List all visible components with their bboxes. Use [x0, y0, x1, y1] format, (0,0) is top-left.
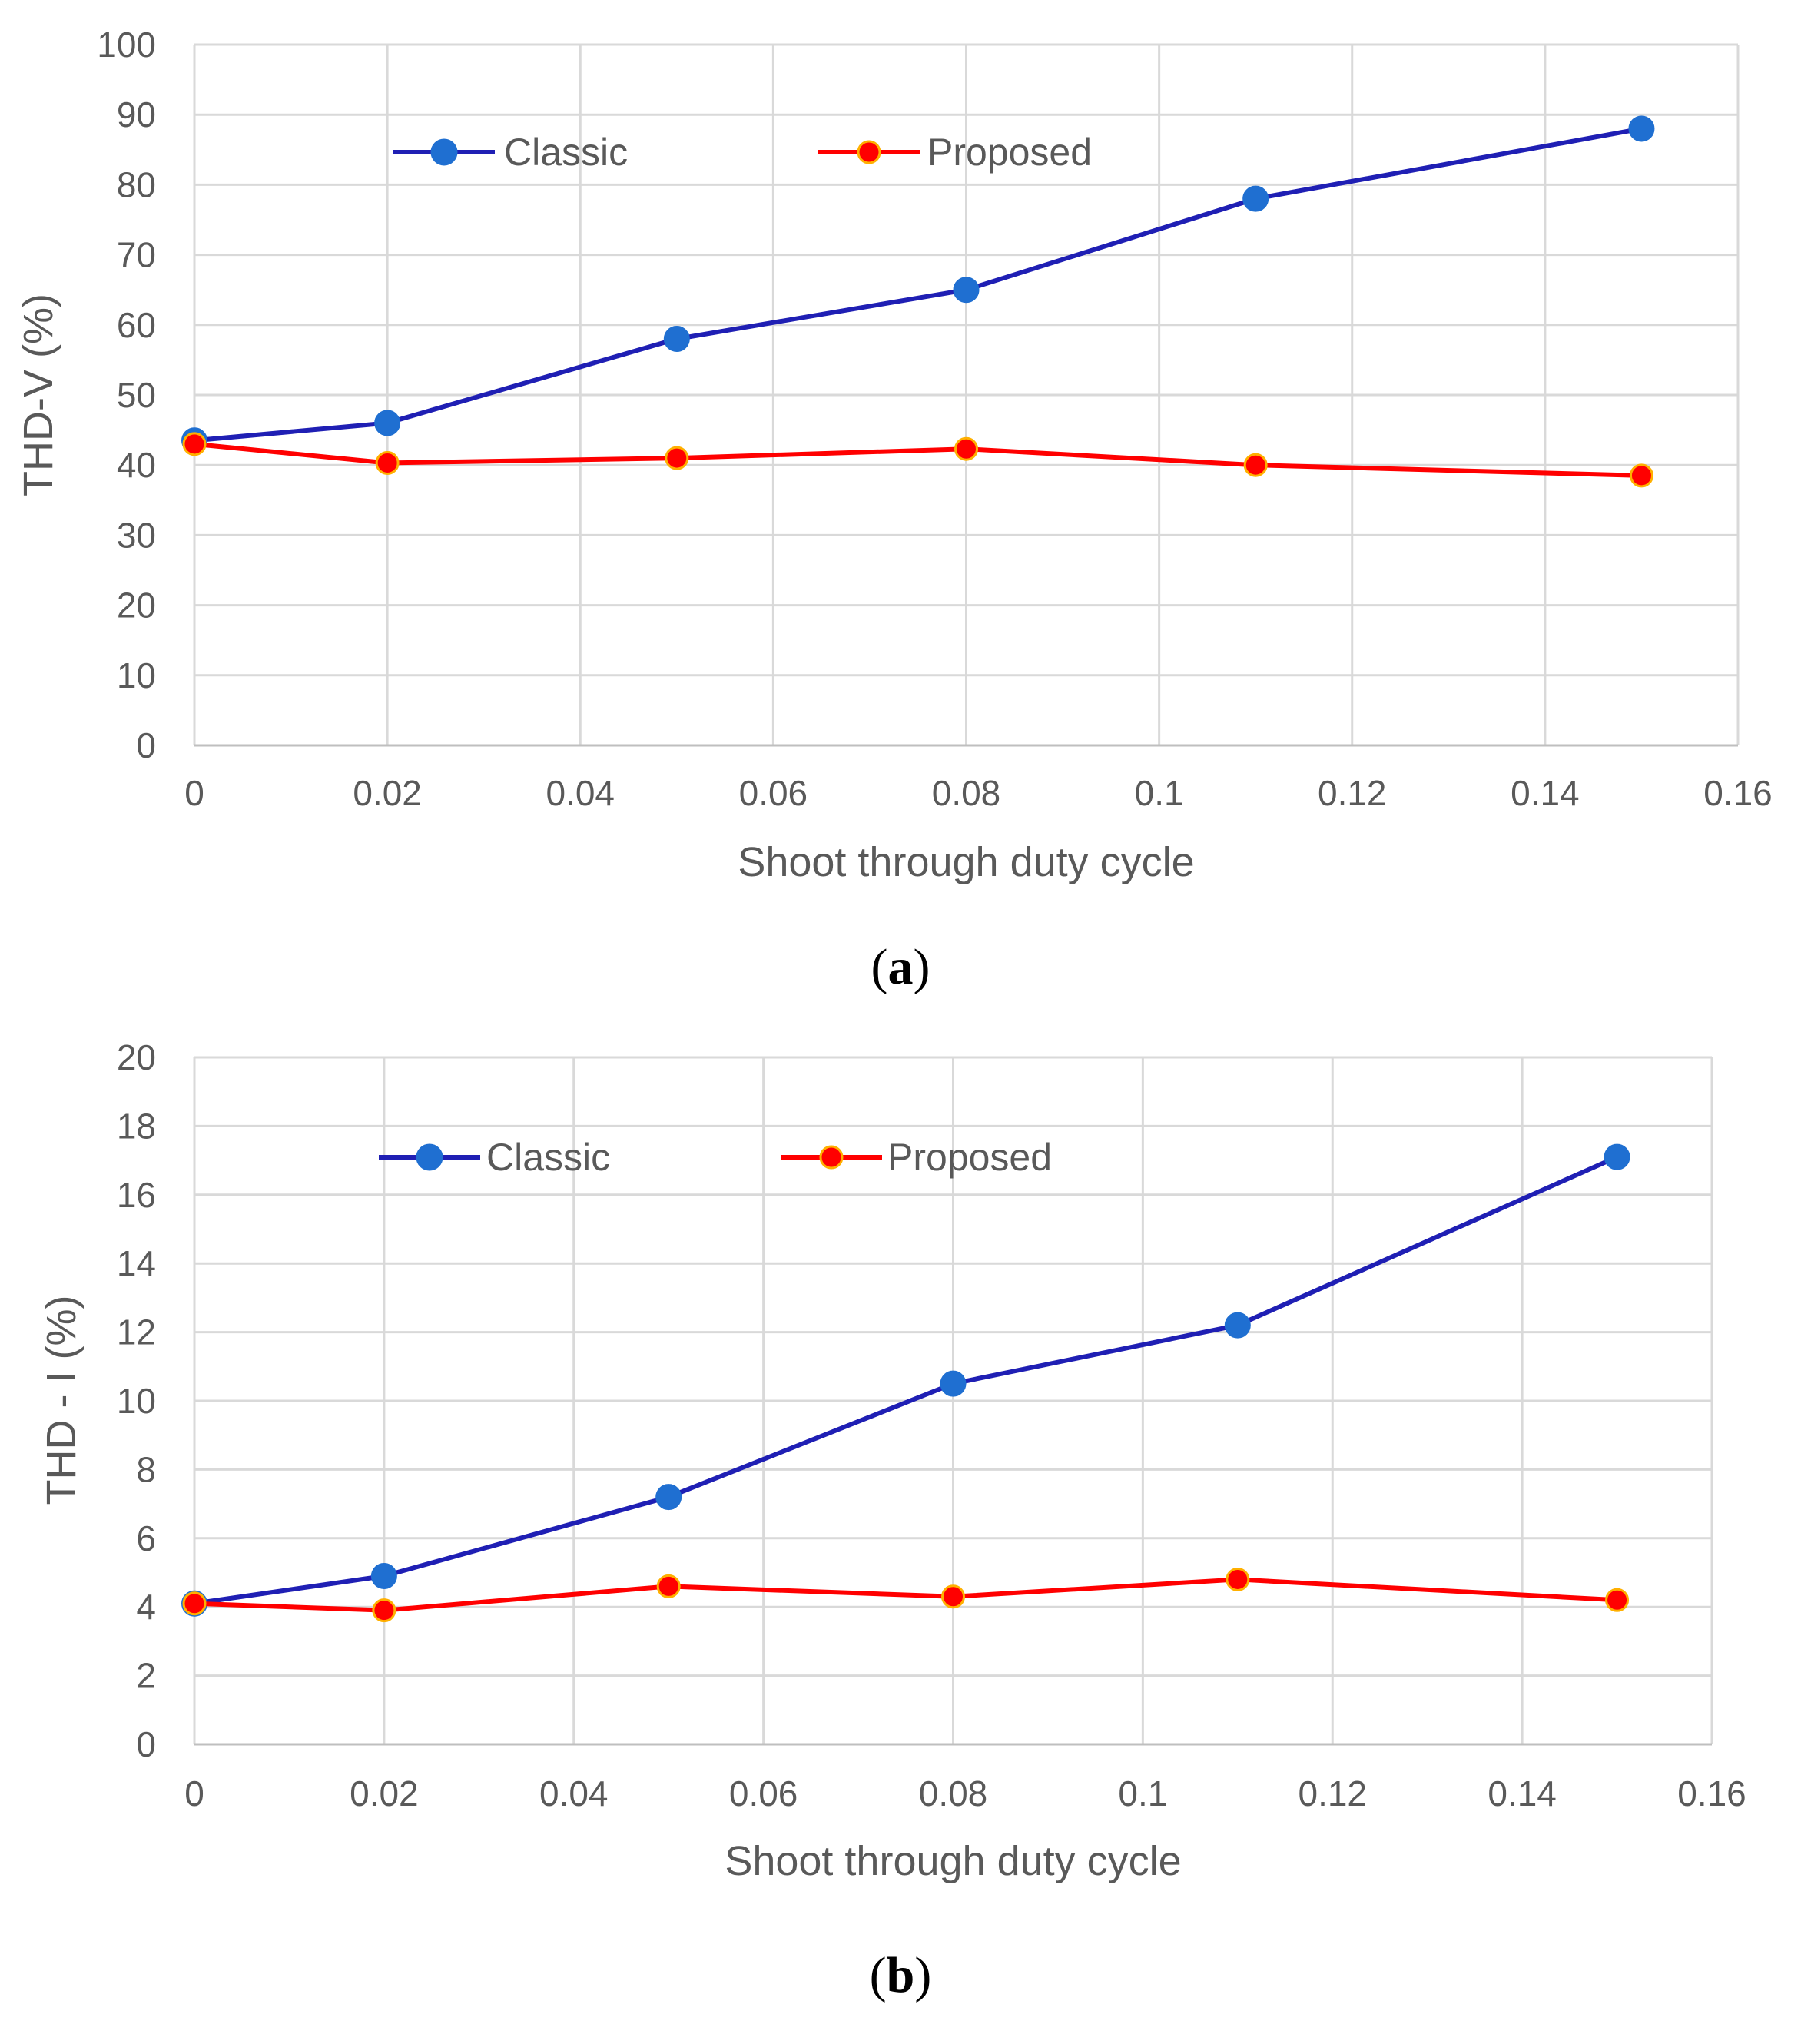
x-tick-label: 0 [184, 1774, 204, 1813]
data-point-classic [953, 277, 980, 304]
data-point-proposed [1226, 1567, 1250, 1591]
series-line-proposed [194, 1577, 1617, 1613]
y-tick-label: 16 [117, 1175, 156, 1215]
legend-item-proposed: Proposed [818, 131, 1092, 174]
x-tick-label: 0.12 [1298, 1774, 1367, 1813]
data-point-proposed [375, 450, 400, 475]
x-tick-label: 0.16 [1703, 773, 1773, 813]
series-line-classic [194, 1154, 1618, 1606]
x-tick-label: 0.06 [729, 1774, 798, 1813]
data-point-proposed [372, 1598, 396, 1623]
data-point-classic [655, 1484, 682, 1511]
y-tick-label: 60 [117, 305, 156, 345]
y-tick-label: 70 [117, 235, 156, 275]
x-tick-label: 0.06 [739, 773, 808, 813]
legend-marker [430, 138, 458, 166]
legend-label: Classic [486, 1136, 610, 1179]
legend-marker [819, 1145, 844, 1170]
series-line-classic [194, 126, 1642, 443]
x-tick-label: 0.04 [539, 1774, 609, 1813]
data-point-classic [370, 1562, 397, 1589]
legend-item-proposed: Proposed [781, 1136, 1052, 1179]
y-tick-label: 0 [136, 725, 156, 765]
y-tick-label: 80 [117, 164, 156, 204]
data-point-classic [1628, 115, 1655, 142]
x-tick-label: 0.16 [1677, 1774, 1746, 1813]
legend-item-classic: Classic [379, 1136, 610, 1179]
y-tick-label: 0 [136, 1724, 156, 1764]
y-tick-label: 20 [117, 586, 156, 625]
y-tick-label: 30 [117, 515, 156, 555]
y-tick-label: 10 [117, 1381, 156, 1421]
x-tick-label: 0.04 [546, 773, 615, 813]
x-tick-label: 0 [184, 773, 204, 813]
x-tick-label: 0.1 [1135, 773, 1184, 813]
data-point-classic [374, 410, 401, 436]
legend-marker [416, 1143, 443, 1171]
data-point-proposed [182, 432, 207, 456]
y-tick-label: 4 [136, 1587, 156, 1627]
legend-marker [857, 140, 881, 164]
legend-item-classic: Classic [393, 131, 628, 174]
x-axis-title: Shoot through duty cycle [725, 1838, 1181, 1884]
data-point-proposed [656, 1574, 681, 1598]
x-tick-label: 0.14 [1488, 1774, 1557, 1813]
x-tick-label: 0.12 [1318, 773, 1387, 813]
data-point-proposed [954, 436, 978, 461]
data-point-classic [940, 1370, 967, 1397]
data-point-classic [1604, 1143, 1630, 1170]
figure-caption: (b) [870, 1947, 932, 2003]
y-tick-label: 20 [117, 1037, 156, 1077]
legend-label: Proposed [887, 1136, 1052, 1179]
x-tick-label: 0.02 [350, 1774, 419, 1813]
chart-b: 0 2 4 6 8 10 12 14 16 18 20 0 0.02 0.04 0.06 0.08 0.1 0.1… [38, 1037, 1746, 2003]
data-point-classic [1224, 1312, 1251, 1339]
chart-a: 0 10 20 30 40 50 60 70 80 90 100 0 0.02 0.04 0.06 0.08 0… [15, 25, 1773, 995]
data-point-proposed [182, 1591, 207, 1616]
figure-caption: (a) [871, 939, 930, 995]
x-tick-label: 0.14 [1511, 773, 1580, 813]
y-axis-title: THD - I (%) [38, 1296, 85, 1505]
data-point-classic [1242, 185, 1269, 212]
data-point-proposed [1629, 463, 1653, 488]
x-tick-label: 0.08 [919, 1774, 988, 1813]
y-tick-label: 8 [136, 1449, 156, 1489]
y-tick-label: 12 [117, 1312, 156, 1352]
data-point-proposed [665, 446, 689, 470]
data-point-proposed [1605, 1588, 1630, 1612]
y-tick-label: 90 [117, 95, 156, 134]
legend-label: Classic [504, 131, 628, 174]
x-tick-label: 0.08 [932, 773, 1001, 813]
x-tick-label: 0.02 [353, 773, 422, 813]
data-point-classic [663, 326, 690, 353]
x-tick-label: 0.1 [1118, 1774, 1167, 1813]
y-tick-label: 100 [97, 25, 156, 65]
data-point-proposed [941, 1584, 965, 1609]
y-tick-label: 40 [117, 445, 156, 485]
x-axis-title: Shoot through duty cycle [738, 839, 1194, 885]
y-tick-label: 2 [136, 1656, 156, 1696]
legend-label: Proposed [927, 131, 1092, 174]
data-point-proposed [1243, 453, 1268, 477]
y-axis-title: THD-V (%) [15, 294, 61, 496]
y-tick-label: 10 [117, 655, 156, 695]
y-tick-label: 18 [117, 1106, 156, 1146]
y-tick-label: 50 [117, 375, 156, 415]
series-line-proposed [194, 441, 1642, 478]
y-tick-label: 14 [117, 1243, 156, 1283]
y-tick-label: 6 [136, 1518, 156, 1558]
